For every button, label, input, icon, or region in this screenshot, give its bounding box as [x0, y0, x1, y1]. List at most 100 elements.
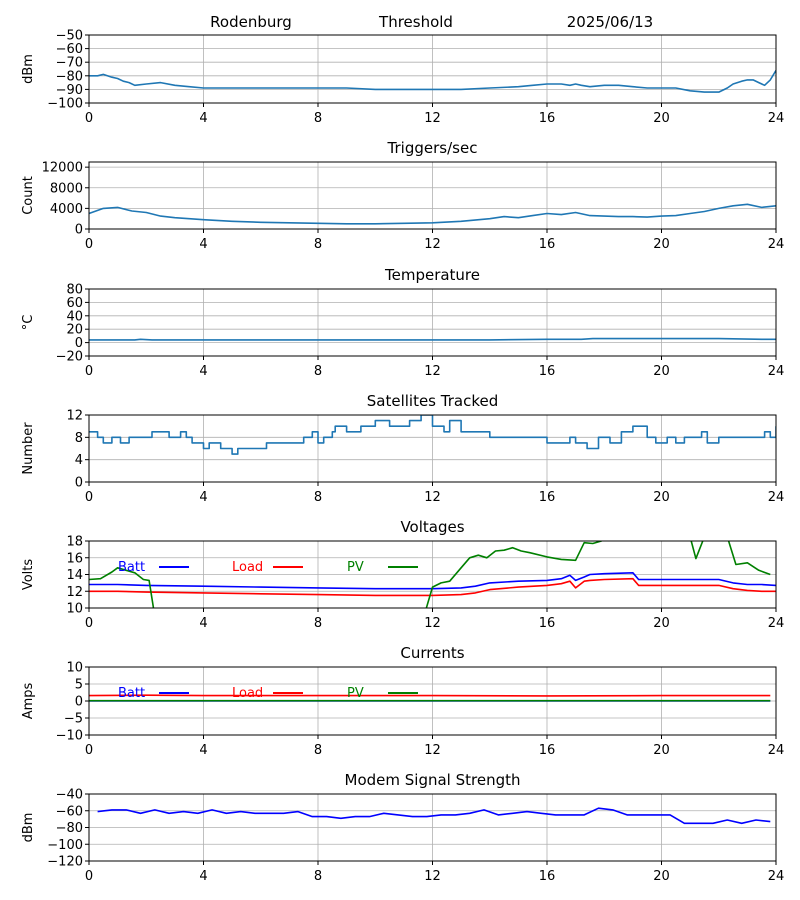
chart-modem: 0 4 8 12 16 20 24 −120 −100 −80 −60−40 Modem Signal…	[21, 771, 784, 884]
x-tick-label: 0	[85, 869, 93, 884]
x-tick-label: 20	[653, 237, 670, 252]
x-tick-label: 20	[653, 364, 670, 379]
x-tick-label: 24	[768, 743, 785, 758]
x-tick-label: 12	[424, 364, 441, 379]
header: Rodenburg Threshold 2025/06/13	[210, 13, 653, 31]
x-tick-label: 24	[768, 616, 785, 631]
y-axis-label: Number	[21, 422, 36, 475]
x-tick-label: 8	[314, 364, 322, 379]
x-tick-label: 12	[424, 111, 441, 126]
x-tick-label: 20	[653, 490, 670, 505]
y-tick-label: −60	[56, 42, 83, 57]
y-axis-label: Count	[21, 176, 36, 215]
y-tick-label: −100	[47, 97, 83, 112]
y-tick-label: 10	[66, 602, 83, 617]
y-tick-label: −40	[56, 788, 83, 803]
y-tick-label: −90	[56, 83, 83, 98]
x-tick-label: 12	[424, 237, 441, 252]
y-tick-label: 8000	[50, 181, 83, 196]
series-group	[89, 337, 776, 341]
series-group	[89, 415, 776, 455]
legend-label-load: Load	[232, 686, 263, 701]
x-tick-label: 0	[85, 743, 93, 758]
y-tick-label: −120	[47, 855, 83, 870]
x-tick-label: 0	[85, 111, 93, 126]
series-line-load	[89, 577, 776, 597]
x-tick-label: 24	[768, 490, 785, 505]
legend-label-batt: Batt	[118, 560, 145, 575]
y-tick-label: 0	[75, 476, 83, 491]
y-tick-label: 0	[75, 336, 83, 351]
y-axis-label: dBm	[21, 813, 36, 843]
x-tick-label: 8	[314, 237, 322, 252]
y-tick-label: −50	[56, 29, 83, 44]
chart-title: Voltages	[400, 518, 464, 536]
series-line-modem	[97, 807, 771, 825]
x-tick-label: 16	[539, 490, 556, 505]
x-tick-label: 16	[539, 364, 556, 379]
series-line-data-0	[89, 337, 776, 341]
x-tick-label: 8	[314, 616, 322, 631]
x-tick-label: 0	[85, 616, 93, 631]
legend-label-pv: PV	[347, 560, 364, 575]
x-tick-label: 12	[424, 616, 441, 631]
chart-triggers: 0 4 8 12 16 20 24 0 4000 8000 12000 Triggers/sec Cou…	[21, 139, 784, 252]
y-tick-label: 4	[75, 453, 83, 468]
x-tick-label: 0	[85, 490, 93, 505]
x-tick-label: 12	[424, 869, 441, 884]
y-tick-label: 5	[75, 678, 83, 693]
y-tick-label: 40	[66, 309, 83, 324]
y-tick-label: −80	[56, 69, 83, 84]
x-tick-label: 8	[314, 490, 322, 505]
series-line-pv	[89, 541, 771, 608]
y-tick-label: −5	[64, 712, 83, 727]
x-tick-label: 12	[424, 743, 441, 758]
y-tick-label: 14	[66, 568, 83, 583]
x-tick-label: 20	[653, 111, 670, 126]
chart-title: Temperature	[384, 266, 480, 284]
y-tick-label: 18	[66, 535, 83, 550]
station-label: Rodenburg	[210, 13, 292, 31]
series-line-batt	[89, 572, 776, 590]
x-tick-label: 16	[539, 111, 556, 126]
x-tick-label: 4	[199, 743, 207, 758]
x-tick-label: 20	[653, 616, 670, 631]
y-tick-label: −10	[56, 729, 83, 744]
x-tick-label: 16	[539, 869, 556, 884]
x-tick-label: 8	[314, 743, 322, 758]
date-label: 2025/06/13	[567, 13, 653, 31]
y-tick-label: −70	[56, 56, 83, 71]
series-line-data-0	[89, 69, 776, 93]
y-axis-label: dBm	[21, 54, 36, 84]
x-tick-label: 4	[199, 237, 207, 252]
chart-currents: 0 4 8 12 16 20 24 −10 −5 0 5 10 Currents Amps Batt Load…	[21, 644, 784, 758]
y-tick-label: 12	[66, 585, 83, 600]
chart-title: Modem Signal Strength	[345, 771, 521, 789]
y-axis-label: Amps	[21, 682, 36, 719]
x-tick-label: 20	[653, 869, 670, 884]
x-tick-label: 24	[768, 364, 785, 379]
x-tick-label: 0	[85, 237, 93, 252]
y-axis-label: °C	[21, 315, 36, 331]
x-tick-label: 8	[314, 111, 322, 126]
legend-label-load: Load	[232, 560, 263, 575]
y-tick-label: −60	[56, 804, 83, 819]
x-tick-label: 8	[314, 869, 322, 884]
x-tick-label: 16	[539, 237, 556, 252]
y-tick-label: 10	[66, 661, 83, 676]
series-line-data-0	[89, 415, 776, 455]
series-group	[89, 69, 776, 93]
series-group	[89, 541, 776, 608]
y-tick-label: 60	[66, 296, 83, 311]
y-tick-label: 8	[75, 431, 83, 446]
chart-rssi: 0 4 8 12 16 20 24 −100−90−80−70−60−50 dBm	[21, 29, 784, 127]
x-tick-label: 4	[199, 364, 207, 379]
y-tick-label: 12	[66, 409, 83, 424]
y-tick-label: 12000	[42, 161, 83, 176]
x-tick-label: 24	[768, 869, 785, 884]
x-tick-label: 12	[424, 490, 441, 505]
x-tick-label: 4	[199, 111, 207, 126]
x-tick-label: 4	[199, 869, 207, 884]
